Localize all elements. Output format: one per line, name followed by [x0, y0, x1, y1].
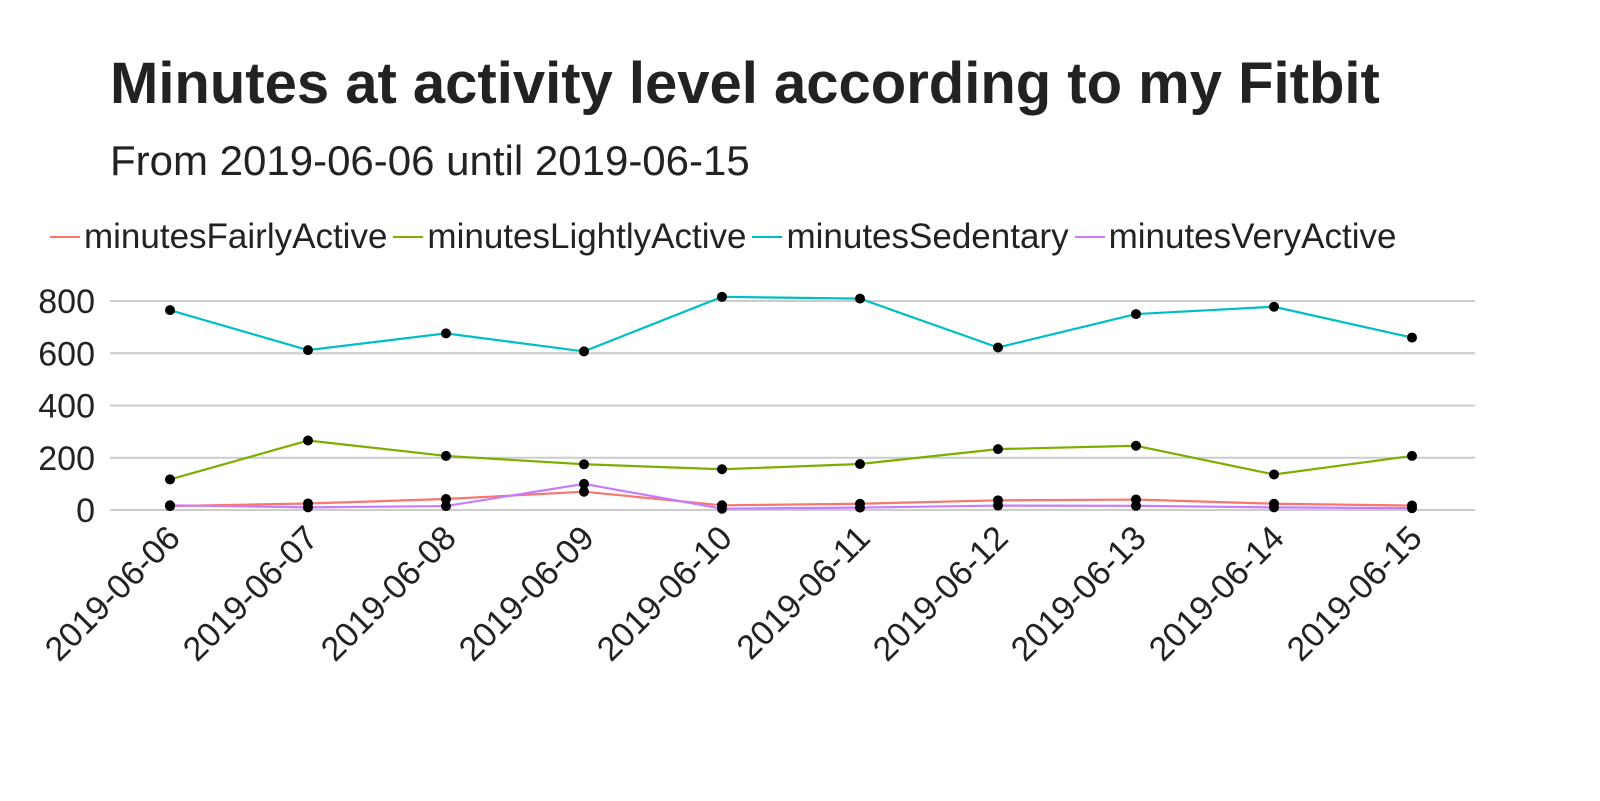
legend-key [752, 236, 783, 238]
data-point-minutesLightlyActive [717, 464, 727, 475]
series-line-minutesLightlyActive [169, 439, 1413, 481]
data-point-minutesVeryActive [717, 503, 727, 514]
data-point-minutesSedentary [165, 305, 175, 316]
legend-item-minutesLightlyActive: minutesLightlyActive [393, 217, 746, 257]
x-tick-label: 2019-06-13 [1004, 519, 1154, 669]
data-point-minutesSedentary [717, 291, 727, 302]
series-line-minutesSedentary [169, 295, 1413, 353]
data-point-minutesSedentary [1131, 309, 1141, 320]
x-axis-ticks: 2019-06-062019-06-072019-06-082019-06-09… [38, 519, 1430, 669]
data-point-minutesVeryActive [165, 500, 175, 511]
data-point-minutesVeryActive [855, 502, 865, 513]
x-tick-label: 2019-06-12 [866, 519, 1016, 669]
y-tick-label: 200 [38, 440, 95, 478]
legend-key [1074, 236, 1105, 238]
grid-layer [110, 300, 1475, 511]
data-point-minutesFairlyActive [579, 486, 589, 497]
data-point-minutesLightlyActive [165, 474, 175, 485]
chart-title: Minutes at activity level according to m… [110, 51, 1380, 116]
data-point-minutesLightlyActive [441, 450, 451, 461]
x-tick-label: 2019-06-07 [176, 519, 326, 669]
legend-key [393, 236, 424, 238]
data-point-minutesSedentary [441, 328, 451, 339]
y-axis-ticks: 0 200 400 600 800 [38, 283, 95, 530]
x-tick-label: 2019-06-09 [452, 519, 602, 669]
chart-subtitle: From 2019-06-06 until 2019-06-15 [110, 137, 750, 184]
data-point-minutesLightlyActive [303, 435, 313, 446]
x-tick-label: 2019-06-14 [1142, 519, 1292, 669]
legend-item-minutesFairlyActive: minutesFairlyActive [50, 217, 387, 257]
x-tick-label: 2019-06-06 [38, 519, 188, 669]
y-tick-label: 800 [38, 283, 95, 321]
legend-label: minutesSedentary [786, 217, 1069, 256]
legend: minutesFairlyActive minutesLightlyActive m… [50, 212, 1402, 262]
data-point-minutesLightlyActive [855, 459, 865, 470]
legend-label: minutesFairlyActive [84, 217, 388, 256]
data-point-minutesLightlyActive [1131, 440, 1141, 451]
data-point-minutesLightlyActive [1269, 469, 1279, 480]
data-point-minutesVeryActive [303, 502, 313, 513]
data-point-minutesLightlyActive [993, 444, 1003, 455]
x-tick-label: 2019-06-11 [730, 519, 878, 667]
series-points [165, 291, 1417, 514]
x-tick-label: 2019-06-10 [590, 519, 740, 669]
data-point-minutesVeryActive [1131, 500, 1141, 511]
legend-label: minutesVeryActive [1108, 217, 1397, 256]
data-point-minutesLightlyActive [1407, 450, 1417, 461]
series-line-minutesVeryActive [169, 482, 1413, 510]
series-line-minutesFairlyActive [169, 490, 1413, 508]
y-tick-label: 400 [38, 388, 95, 426]
data-point-minutesVeryActive [993, 500, 1003, 511]
data-point-minutesVeryActive [1269, 502, 1279, 513]
data-point-minutesVeryActive [441, 501, 451, 512]
data-point-minutesSedentary [303, 345, 313, 356]
data-point-minutesSedentary [1269, 301, 1279, 312]
y-tick-label: 0 [76, 492, 95, 530]
legend-item-minutesSedentary: minutesSedentary [752, 217, 1069, 257]
data-point-minutesLightlyActive [579, 459, 589, 470]
data-point-minutesSedentary [579, 346, 589, 357]
data-point-minutesFairlyActive [441, 494, 451, 505]
x-tick-label: 2019-06-08 [314, 519, 464, 669]
legend-item-minutesVeryActive: minutesVeryActive [1074, 217, 1397, 257]
legend-key [50, 236, 80, 238]
data-point-minutesSedentary [993, 342, 1003, 353]
data-point-minutesSedentary [855, 293, 865, 304]
x-tick-label: 2019-06-15 [1280, 519, 1430, 669]
series-lines [169, 295, 1413, 510]
data-point-minutesSedentary [1407, 332, 1417, 343]
data-point-minutesVeryActive [1407, 503, 1417, 514]
y-tick-label: 600 [38, 335, 95, 373]
data-point-minutesVeryActive [579, 478, 589, 489]
legend-label: minutesLightlyActive [427, 217, 747, 256]
